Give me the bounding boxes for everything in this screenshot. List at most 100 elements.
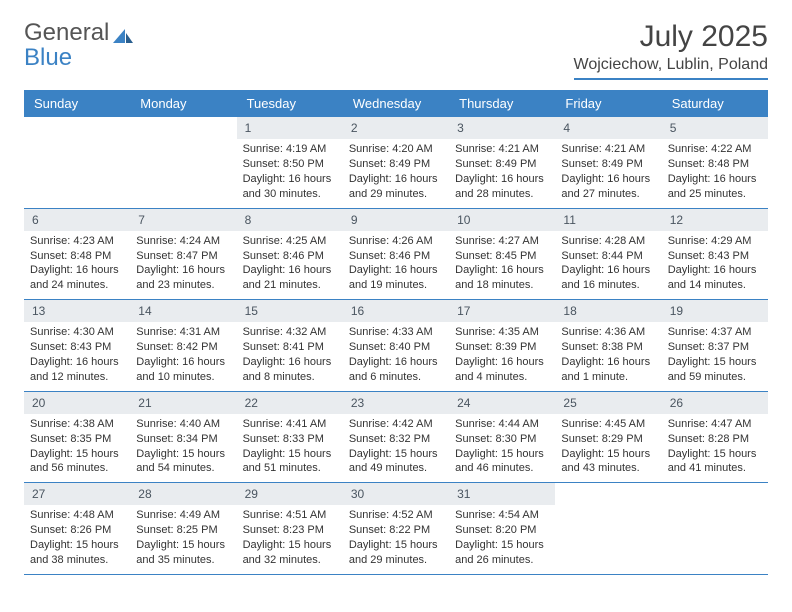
daylight-text: Daylight: 16 hours and 14 minutes. bbox=[668, 263, 762, 293]
day-number: 30 bbox=[343, 483, 449, 505]
sunrise-text: Sunrise: 4:33 AM bbox=[349, 325, 443, 340]
daylight-text: Daylight: 15 hours and 41 minutes. bbox=[668, 447, 762, 477]
calendar: Sunday Monday Tuesday Wednesday Thursday… bbox=[24, 90, 768, 575]
calendar-cell: 7Sunrise: 4:24 AMSunset: 8:47 PMDaylight… bbox=[130, 209, 236, 300]
calendar-cell: 21Sunrise: 4:40 AMSunset: 8:34 PMDayligh… bbox=[130, 392, 236, 483]
calendar-cell: 18Sunrise: 4:36 AMSunset: 8:38 PMDayligh… bbox=[555, 300, 661, 391]
sunrise-text: Sunrise: 4:23 AM bbox=[30, 234, 124, 249]
sunrise-text: Sunrise: 4:32 AM bbox=[243, 325, 337, 340]
weekday-label: Monday bbox=[130, 90, 236, 117]
day-number: 25 bbox=[555, 392, 661, 414]
calendar-row: 20Sunrise: 4:38 AMSunset: 8:35 PMDayligh… bbox=[24, 392, 768, 484]
day-number: 13 bbox=[24, 300, 130, 322]
day-details: Sunrise: 4:47 AMSunset: 8:28 PMDaylight:… bbox=[662, 414, 768, 482]
daylight-text: Daylight: 16 hours and 6 minutes. bbox=[349, 355, 443, 385]
weekday-label: Friday bbox=[555, 90, 661, 117]
sunset-text: Sunset: 8:20 PM bbox=[455, 523, 549, 538]
calendar-cell: 16Sunrise: 4:33 AMSunset: 8:40 PMDayligh… bbox=[343, 300, 449, 391]
calendar-cell: 24Sunrise: 4:44 AMSunset: 8:30 PMDayligh… bbox=[449, 392, 555, 483]
calendar-cell: 15Sunrise: 4:32 AMSunset: 8:41 PMDayligh… bbox=[237, 300, 343, 391]
sunrise-text: Sunrise: 4:31 AM bbox=[136, 325, 230, 340]
daylight-text: Daylight: 16 hours and 12 minutes. bbox=[30, 355, 124, 385]
month-title: July 2025 bbox=[574, 20, 769, 54]
page-header: GeneralBlue July 2025 Wojciechow, Lublin… bbox=[24, 20, 768, 80]
day-details: Sunrise: 4:48 AMSunset: 8:26 PMDaylight:… bbox=[24, 505, 130, 573]
day-number: 22 bbox=[237, 392, 343, 414]
daylight-text: Daylight: 15 hours and 38 minutes. bbox=[30, 538, 124, 568]
calendar-row: 27Sunrise: 4:48 AMSunset: 8:26 PMDayligh… bbox=[24, 483, 768, 575]
daylight-text: Daylight: 16 hours and 21 minutes. bbox=[243, 263, 337, 293]
day-number: 20 bbox=[24, 392, 130, 414]
daylight-text: Daylight: 15 hours and 32 minutes. bbox=[243, 538, 337, 568]
day-details: Sunrise: 4:51 AMSunset: 8:23 PMDaylight:… bbox=[237, 505, 343, 573]
day-details: Sunrise: 4:33 AMSunset: 8:40 PMDaylight:… bbox=[343, 322, 449, 390]
sunrise-text: Sunrise: 4:19 AM bbox=[243, 142, 337, 157]
day-number: 9 bbox=[343, 209, 449, 231]
daylight-text: Daylight: 16 hours and 1 minute. bbox=[561, 355, 655, 385]
day-number: 11 bbox=[555, 209, 661, 231]
location-label: Wojciechow, Lublin, Poland bbox=[574, 56, 769, 80]
day-details: Sunrise: 4:38 AMSunset: 8:35 PMDaylight:… bbox=[24, 414, 130, 482]
sunrise-text: Sunrise: 4:30 AM bbox=[30, 325, 124, 340]
daylight-text: Daylight: 16 hours and 8 minutes. bbox=[243, 355, 337, 385]
calendar-cell: 30Sunrise: 4:52 AMSunset: 8:22 PMDayligh… bbox=[343, 483, 449, 574]
sunrise-text: Sunrise: 4:22 AM bbox=[668, 142, 762, 157]
calendar-cell bbox=[555, 483, 661, 574]
weekday-label: Thursday bbox=[449, 90, 555, 117]
sunset-text: Sunset: 8:49 PM bbox=[349, 157, 443, 172]
day-number: 7 bbox=[130, 209, 236, 231]
sunset-text: Sunset: 8:47 PM bbox=[136, 249, 230, 264]
day-number: 6 bbox=[24, 209, 130, 231]
sunset-text: Sunset: 8:26 PM bbox=[30, 523, 124, 538]
sunrise-text: Sunrise: 4:45 AM bbox=[561, 417, 655, 432]
daylight-text: Daylight: 15 hours and 54 minutes. bbox=[136, 447, 230, 477]
calendar-cell bbox=[662, 483, 768, 574]
calendar-cell: 20Sunrise: 4:38 AMSunset: 8:35 PMDayligh… bbox=[24, 392, 130, 483]
sunset-text: Sunset: 8:23 PM bbox=[243, 523, 337, 538]
day-number: 2 bbox=[343, 117, 449, 139]
daylight-text: Daylight: 16 hours and 4 minutes. bbox=[455, 355, 549, 385]
header-right: July 2025 Wojciechow, Lublin, Poland bbox=[574, 20, 769, 80]
day-details: Sunrise: 4:42 AMSunset: 8:32 PMDaylight:… bbox=[343, 414, 449, 482]
day-details: Sunrise: 4:37 AMSunset: 8:37 PMDaylight:… bbox=[662, 322, 768, 390]
day-details: Sunrise: 4:35 AMSunset: 8:39 PMDaylight:… bbox=[449, 322, 555, 390]
sunset-text: Sunset: 8:40 PM bbox=[349, 340, 443, 355]
day-details: Sunrise: 4:54 AMSunset: 8:20 PMDaylight:… bbox=[449, 505, 555, 573]
day-number: 5 bbox=[662, 117, 768, 139]
calendar-cell: 8Sunrise: 4:25 AMSunset: 8:46 PMDaylight… bbox=[237, 209, 343, 300]
logo-text-blue: Blue bbox=[24, 44, 72, 71]
daylight-text: Daylight: 16 hours and 10 minutes. bbox=[136, 355, 230, 385]
calendar-cell: 6Sunrise: 4:23 AMSunset: 8:48 PMDaylight… bbox=[24, 209, 130, 300]
daylight-text: Daylight: 16 hours and 29 minutes. bbox=[349, 172, 443, 202]
sunrise-text: Sunrise: 4:52 AM bbox=[349, 508, 443, 523]
sunset-text: Sunset: 8:48 PM bbox=[668, 157, 762, 172]
sunset-text: Sunset: 8:49 PM bbox=[561, 157, 655, 172]
sunrise-text: Sunrise: 4:41 AM bbox=[243, 417, 337, 432]
sunrise-text: Sunrise: 4:20 AM bbox=[349, 142, 443, 157]
daylight-text: Daylight: 16 hours and 27 minutes. bbox=[561, 172, 655, 202]
sunrise-text: Sunrise: 4:38 AM bbox=[30, 417, 124, 432]
sunrise-text: Sunrise: 4:21 AM bbox=[455, 142, 549, 157]
day-details: Sunrise: 4:52 AMSunset: 8:22 PMDaylight:… bbox=[343, 505, 449, 573]
calendar-row: 1Sunrise: 4:19 AMSunset: 8:50 PMDaylight… bbox=[24, 117, 768, 209]
sunset-text: Sunset: 8:43 PM bbox=[668, 249, 762, 264]
daylight-text: Daylight: 16 hours and 24 minutes. bbox=[30, 263, 124, 293]
calendar-cell: 4Sunrise: 4:21 AMSunset: 8:49 PMDaylight… bbox=[555, 117, 661, 208]
day-details: Sunrise: 4:21 AMSunset: 8:49 PMDaylight:… bbox=[555, 139, 661, 207]
logo-text-general: General bbox=[24, 19, 109, 46]
sunset-text: Sunset: 8:44 PM bbox=[561, 249, 655, 264]
calendar-cell: 25Sunrise: 4:45 AMSunset: 8:29 PMDayligh… bbox=[555, 392, 661, 483]
day-details: Sunrise: 4:45 AMSunset: 8:29 PMDaylight:… bbox=[555, 414, 661, 482]
day-number: 1 bbox=[237, 117, 343, 139]
day-number: 29 bbox=[237, 483, 343, 505]
day-number: 18 bbox=[555, 300, 661, 322]
daylight-text: Daylight: 15 hours and 26 minutes. bbox=[455, 538, 549, 568]
day-number: 28 bbox=[130, 483, 236, 505]
day-number: 17 bbox=[449, 300, 555, 322]
calendar-cell: 1Sunrise: 4:19 AMSunset: 8:50 PMDaylight… bbox=[237, 117, 343, 208]
daylight-text: Daylight: 15 hours and 46 minutes. bbox=[455, 447, 549, 477]
sunset-text: Sunset: 8:46 PM bbox=[349, 249, 443, 264]
day-number: 4 bbox=[555, 117, 661, 139]
day-number: 23 bbox=[343, 392, 449, 414]
calendar-cell: 5Sunrise: 4:22 AMSunset: 8:48 PMDaylight… bbox=[662, 117, 768, 208]
